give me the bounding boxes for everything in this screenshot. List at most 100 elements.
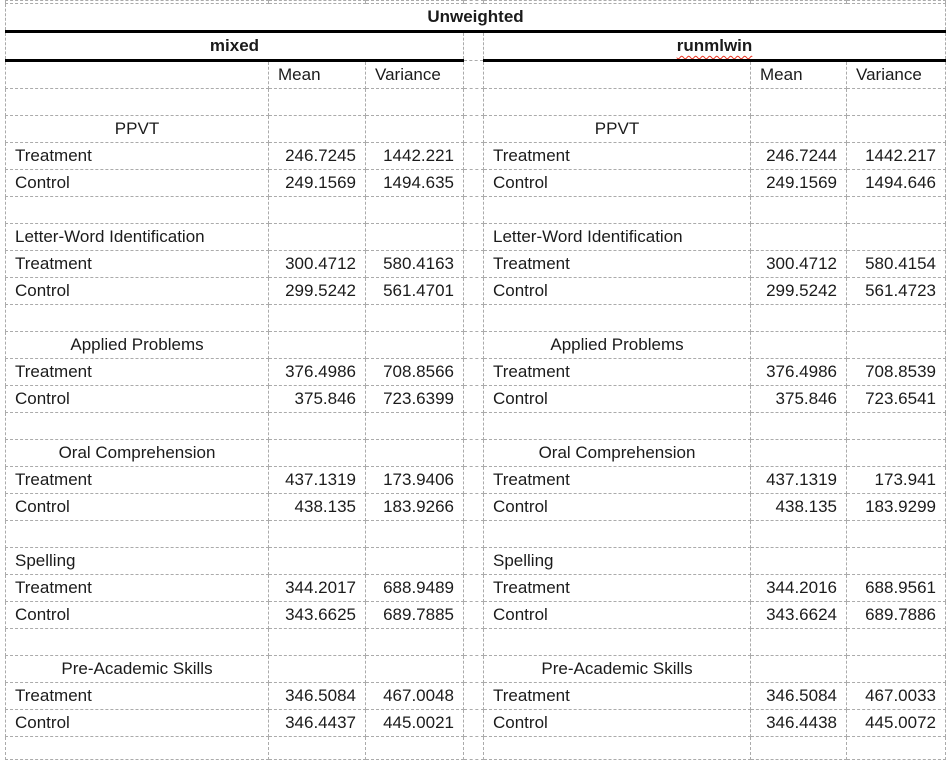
bottom-edge-cell <box>483 736 751 760</box>
row-label-cell: Control <box>5 493 269 521</box>
blank-cell <box>463 520 484 548</box>
blank-cell <box>5 60 269 89</box>
row-label-cell: Control <box>483 169 751 197</box>
blank-cell <box>268 115 366 143</box>
table-row: Treatment 437.1319 173.9406 Treatment 437.13… <box>5 466 946 494</box>
spacer-cell <box>463 601 484 629</box>
blank-cell <box>750 547 847 575</box>
variance-value-cell: 173.9406 <box>365 466 464 494</box>
variance-value-cell: 580.4154 <box>846 250 946 278</box>
table-row: Control 343.6625 689.7885 Control 343.6624 68… <box>5 601 946 629</box>
blank-cell <box>846 412 946 440</box>
table-row: Treatment 344.2017 688.9489 Treatment 344.20… <box>5 574 946 602</box>
row-label-cell: Control <box>5 169 269 197</box>
section-label-cell: PPVT <box>483 115 751 143</box>
blank-cell <box>846 115 946 143</box>
row-label-cell: Treatment <box>483 358 751 386</box>
spacer-cell <box>463 277 484 305</box>
section-header-row: Pre-Academic Skills Pre-Academic Skills <box>5 655 946 683</box>
panel-header-runmlwin: runmlwin <box>483 31 946 62</box>
spacer-cell <box>463 223 484 251</box>
blank-row <box>5 88 946 116</box>
section-header-row: Spelling Spelling <box>5 547 946 575</box>
blank-cell <box>846 88 946 116</box>
blank-cell <box>750 412 847 440</box>
blank-cell <box>463 628 484 656</box>
section-label-cell: Letter-Word Identification <box>483 223 751 251</box>
spacer-cell <box>463 60 484 89</box>
section-label-cell: Applied Problems <box>5 331 269 359</box>
row-label-cell: Control <box>483 385 751 413</box>
mean-value-cell: 246.7244 <box>750 142 847 170</box>
blank-cell <box>5 412 269 440</box>
blank-cell <box>5 304 269 332</box>
bottom-edge-cell <box>365 736 464 760</box>
section-label-cell: PPVT <box>5 115 269 143</box>
section-label-cell: Oral Comprehension <box>5 439 269 467</box>
spacer-cell <box>463 655 484 683</box>
section-label-cell: Spelling <box>5 547 269 575</box>
mean-value-cell: 346.4437 <box>268 709 366 737</box>
row-label-cell: Control <box>483 709 751 737</box>
spacer-cell <box>463 169 484 197</box>
mean-value-cell: 376.4986 <box>750 358 847 386</box>
bottom-edge-row <box>5 736 946 760</box>
variance-value-cell: 173.941 <box>846 466 946 494</box>
blank-row <box>5 196 946 224</box>
blank-cell <box>365 223 464 251</box>
variance-value-cell: 561.4701 <box>365 277 464 305</box>
blank-cell <box>268 223 366 251</box>
spacer-cell <box>463 493 484 521</box>
spacer-cell <box>463 682 484 710</box>
blank-row <box>5 520 946 548</box>
blank-cell <box>483 60 751 89</box>
spacer-cell <box>463 574 484 602</box>
section-label-cell: Pre-Academic Skills <box>483 655 751 683</box>
blank-cell <box>365 115 464 143</box>
blank-cell <box>365 520 464 548</box>
row-label-cell: Control <box>5 385 269 413</box>
mean-value-cell: 343.6625 <box>268 601 366 629</box>
mean-column-header: Mean <box>268 60 366 89</box>
blank-cell <box>750 88 847 116</box>
row-label-cell: Treatment <box>483 574 751 602</box>
variance-value-cell: 689.7886 <box>846 601 946 629</box>
section-header-row: PPVT PPVT <box>5 115 946 143</box>
blank-cell <box>268 655 366 683</box>
variance-value-cell: 467.0048 <box>365 682 464 710</box>
blank-cell <box>846 520 946 548</box>
bottom-edge-cell <box>268 736 366 760</box>
blank-cell <box>483 304 751 332</box>
blank-cell <box>483 88 751 116</box>
mean-value-cell: 438.135 <box>268 493 366 521</box>
blank-cell <box>750 115 847 143</box>
blank-cell <box>268 88 366 116</box>
table-row: Treatment 246.7245 1442.221 Treatment 246.72… <box>5 142 946 170</box>
variance-value-cell: 445.0021 <box>365 709 464 737</box>
section-label-cell: Pre-Academic Skills <box>5 655 269 683</box>
blank-cell <box>365 439 464 467</box>
mean-value-cell: 249.1569 <box>750 169 847 197</box>
variance-value-cell: 688.9489 <box>365 574 464 602</box>
variance-value-cell: 723.6399 <box>365 385 464 413</box>
blank-cell <box>5 196 269 224</box>
variance-value-cell: 1442.221 <box>365 142 464 170</box>
table-row: Control 346.4437 445.0021 Control 346.4438 44… <box>5 709 946 737</box>
row-label-cell: Treatment <box>5 358 269 386</box>
panel-header-mixed: mixed <box>5 31 464 62</box>
blank-cell <box>463 196 484 224</box>
blank-cell <box>365 547 464 575</box>
blank-cell <box>483 196 751 224</box>
title-row: Unweighted <box>5 3 946 33</box>
column-header-row: Mean Variance Mean Variance <box>5 60 946 89</box>
mean-value-cell: 246.7245 <box>268 142 366 170</box>
table-row: Treatment 346.5084 467.0048 Treatment 346.50… <box>5 682 946 710</box>
variance-value-cell: 1494.646 <box>846 169 946 197</box>
blank-cell <box>483 520 751 548</box>
spacer-cell <box>463 250 484 278</box>
table-row: Control 249.1569 1494.635 Control 249.1569 14… <box>5 169 946 197</box>
mean-value-cell: 437.1319 <box>750 466 847 494</box>
variance-value-cell: 1494.635 <box>365 169 464 197</box>
blank-cell <box>463 88 484 116</box>
section-label-cell: Applied Problems <box>483 331 751 359</box>
